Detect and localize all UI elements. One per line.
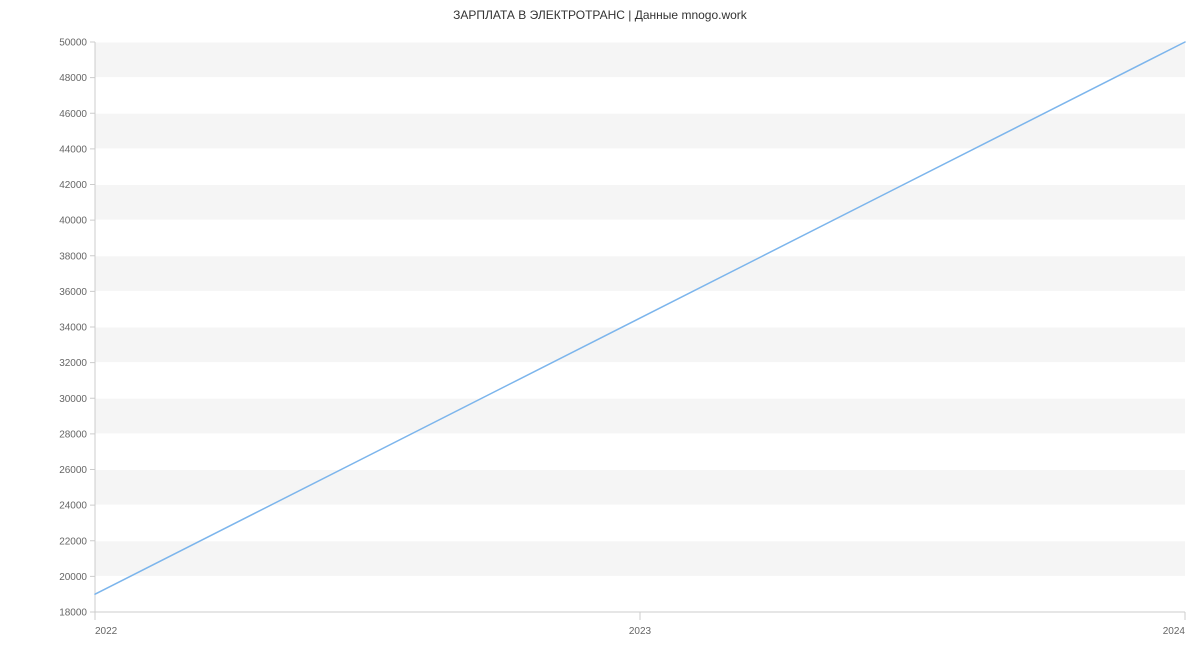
plot-band [95, 541, 1185, 577]
y-tick-label: 42000 [59, 180, 87, 191]
y-tick-label: 34000 [59, 323, 87, 334]
plot-band [95, 327, 1185, 363]
y-tick-label: 28000 [59, 429, 87, 440]
plot-band [95, 256, 1185, 292]
y-tick-label: 48000 [59, 73, 87, 84]
x-tick-label: 2023 [629, 626, 652, 637]
y-tick-label: 44000 [59, 144, 87, 155]
y-tick-label: 30000 [59, 394, 87, 405]
y-tick-label: 26000 [59, 465, 87, 476]
y-tick-label: 32000 [59, 358, 87, 369]
y-tick-label: 36000 [59, 287, 87, 298]
y-tick-label: 22000 [59, 536, 87, 547]
plot-band [95, 470, 1185, 506]
plot-band [95, 113, 1185, 149]
salary-line-chart: ЗАРПЛАТА В ЭЛЕКТРОТРАНС | Данные mnogo.w… [0, 0, 1200, 650]
y-tick-label: 18000 [59, 608, 87, 619]
x-tick-label: 2024 [1163, 626, 1186, 637]
chart-svg: 18000 20000 22000 24000 26000 28000 30000 32000… [0, 0, 1200, 650]
chart-title: ЗАРПЛАТА В ЭЛЕКТРОТРАНС | Данные mnogo.w… [0, 8, 1200, 22]
plot-band [95, 398, 1185, 434]
plot-band [95, 185, 1185, 221]
x-tick-label: 2022 [95, 626, 118, 637]
y-tick-label: 50000 [59, 38, 87, 49]
y-tick-label: 40000 [59, 216, 87, 227]
y-tick-label: 20000 [59, 572, 87, 583]
y-tick-label: 24000 [59, 501, 87, 512]
y-tick-label: 46000 [59, 109, 87, 120]
y-tick-label: 38000 [59, 251, 87, 262]
plot-band [95, 42, 1185, 78]
